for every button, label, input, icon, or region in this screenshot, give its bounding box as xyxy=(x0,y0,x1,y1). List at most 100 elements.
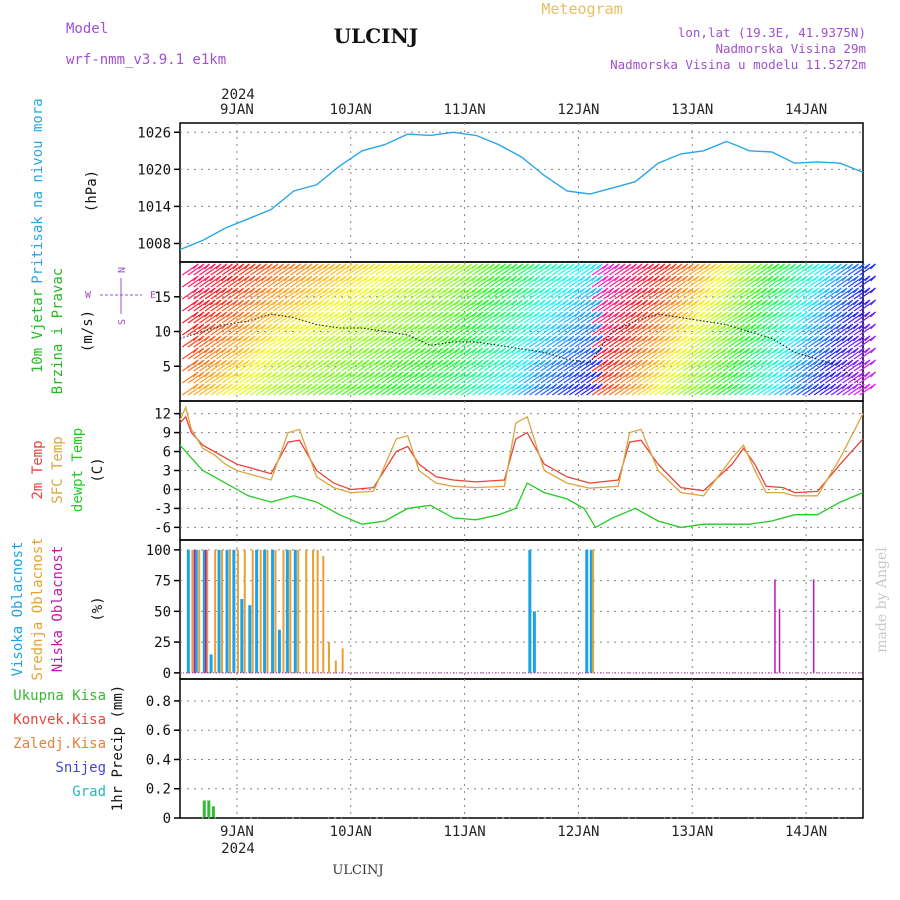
wind-barb-flag xyxy=(824,359,831,366)
wind-barb-flag xyxy=(522,275,529,282)
wind-barb-flag xyxy=(528,275,535,282)
wind-barb-flag xyxy=(397,287,404,294)
wind-barb-flag xyxy=(494,335,501,342)
wind-barb-flag xyxy=(705,347,711,354)
wind-barb-flag xyxy=(483,323,489,330)
wind-barb-flag xyxy=(710,299,717,306)
wind-barb-flag xyxy=(283,287,290,294)
wind-barb-flag xyxy=(744,371,751,378)
wind-barb-flag xyxy=(295,359,302,366)
wind-barb-flag xyxy=(574,359,581,366)
wind-barb-flag xyxy=(448,347,455,354)
wind-barb-flag xyxy=(255,371,262,378)
wind-barb-flag xyxy=(244,335,250,342)
wind-barb-flag xyxy=(505,299,512,306)
wind-barb-flag xyxy=(374,263,381,270)
wind-barb-flag xyxy=(568,299,575,306)
wind-barb-flag xyxy=(192,311,199,318)
wind-barb-flag xyxy=(494,263,501,270)
mid-cloud-bar xyxy=(289,549,292,673)
wind-barb-flag xyxy=(642,263,649,270)
high-cloud-bar xyxy=(255,549,259,673)
wind-barb-flag xyxy=(500,311,507,318)
wind-barb-flag xyxy=(767,275,774,282)
top-date-label: 9JAN xyxy=(220,102,254,118)
wind-barb-flag xyxy=(562,323,569,330)
wind-barb-flag xyxy=(710,287,717,294)
wind-barb-flag xyxy=(414,359,421,366)
wind-barb-flag xyxy=(705,299,711,306)
wind-barb-flag xyxy=(238,359,245,366)
wind-barb-flag xyxy=(477,371,484,378)
wind-barb-flag xyxy=(847,299,854,306)
wind-barb-flag xyxy=(619,335,626,342)
wind-barb-flag xyxy=(790,287,797,294)
wind-barb-flag xyxy=(192,263,199,270)
wind-barb-flag xyxy=(500,275,507,282)
wind-barb-flag xyxy=(642,275,649,282)
wind-barb-flag xyxy=(545,359,552,366)
wind-barb-flag xyxy=(460,263,467,270)
wind-barb-flag xyxy=(448,287,455,294)
wind-barb-flag xyxy=(426,299,433,306)
wind-barb-flag xyxy=(340,299,347,306)
wind-barb-flag xyxy=(340,275,347,282)
wind-barb-flag xyxy=(557,287,563,294)
wind-barb-flag xyxy=(750,311,757,318)
wind-barb-flag xyxy=(198,335,205,342)
wind-barb-flag xyxy=(858,383,865,390)
wind-barb-flag xyxy=(551,287,558,294)
wind-barb-flag xyxy=(665,311,672,318)
wind-barb-flag xyxy=(688,311,694,318)
wind-barb-flag xyxy=(767,371,774,378)
wind-barb-flag xyxy=(289,347,296,354)
wind-barb-flag xyxy=(374,383,381,390)
wind-barb-flag xyxy=(739,287,746,294)
wind-barb-flag xyxy=(522,335,529,342)
wind-barb-flag xyxy=(648,263,655,270)
wind-barb-flag xyxy=(585,299,592,306)
wind-barb-flag xyxy=(380,335,387,342)
wind-barb-flag xyxy=(836,275,842,282)
wind-barb-flag xyxy=(642,299,649,306)
wind-barb-flag xyxy=(454,335,461,342)
wind-barb-flag xyxy=(278,347,285,354)
wind-barb-flag xyxy=(631,287,637,294)
wind-barb-flag xyxy=(625,263,632,270)
station-title: ULCINJ xyxy=(334,24,419,48)
wind-barb-flag xyxy=(676,347,683,354)
precip-legend: Ukupna Kisa Konvek.Kisa Zaledj.Kisa Snijeg G… xyxy=(13,688,106,800)
wind-barb-flag xyxy=(380,383,387,390)
wind-barb-flag xyxy=(858,371,865,378)
wind-barb-flag xyxy=(209,383,216,390)
wind-barb-flag xyxy=(517,311,524,318)
wind-barb-flag xyxy=(272,299,279,306)
wind-barb-flag xyxy=(323,263,330,270)
precip-legend-item: Zaledj.Kisa xyxy=(13,736,106,752)
wind-barb-flag xyxy=(625,299,632,306)
wind-barb-flag xyxy=(266,371,273,378)
wind-barb-flag xyxy=(392,299,398,306)
wind-barb-flag xyxy=(796,263,803,270)
low-cloud-bar xyxy=(774,579,776,673)
wind-barb-flag xyxy=(244,275,250,282)
wind-barb-flag xyxy=(431,371,438,378)
wind-barb-flag xyxy=(357,359,364,366)
wind-barb-flag xyxy=(574,347,581,354)
wind-barb-flag xyxy=(682,323,689,330)
wind-barb-flag xyxy=(762,275,768,282)
wind-barb-flag xyxy=(295,311,302,318)
wind-barb-flag xyxy=(682,383,689,390)
wind-barb-flag xyxy=(676,359,683,366)
wind-barb-flag xyxy=(505,311,512,318)
wind-barb-flag xyxy=(762,287,768,294)
wind-barb-flag xyxy=(591,263,598,270)
wind-barb-flag xyxy=(830,359,837,366)
wind-barb-flag xyxy=(255,335,262,342)
wind-barb-flag xyxy=(722,275,729,282)
wind-barb-flag xyxy=(431,359,438,366)
wind-barb-flag xyxy=(602,383,609,390)
wind-barb-flag xyxy=(540,335,546,342)
cloud-ylabel-low: Niska Oblacnost xyxy=(50,546,66,672)
wind-barb-flag xyxy=(528,311,535,318)
